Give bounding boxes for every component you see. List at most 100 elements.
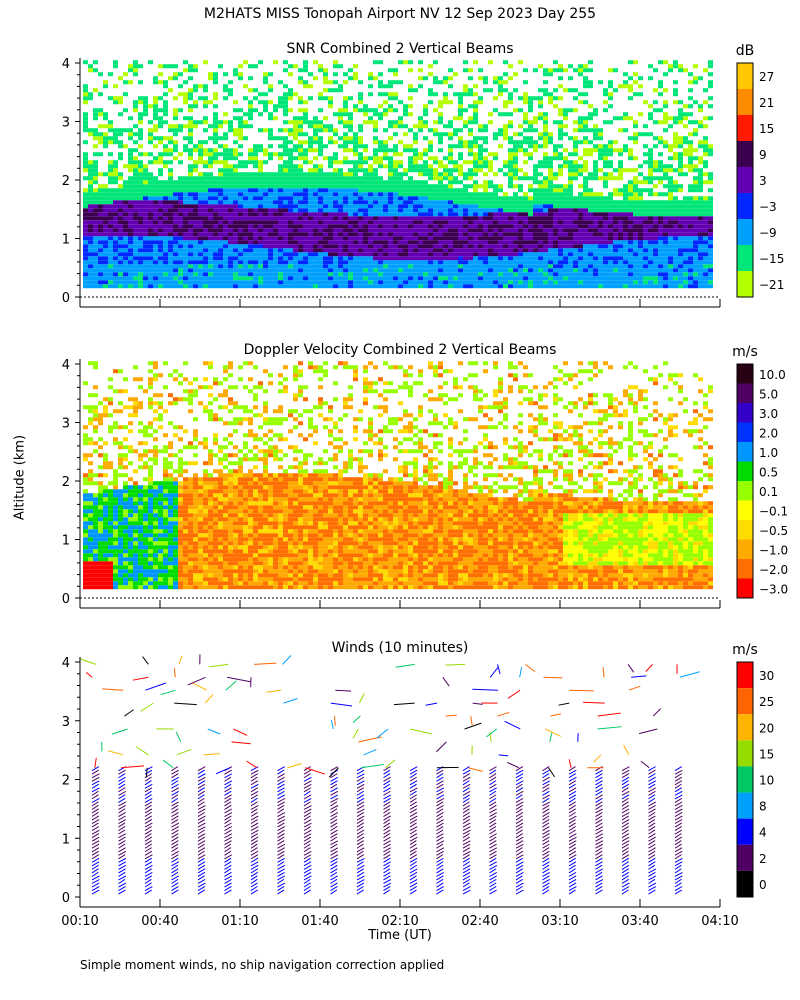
snr-cell (618, 208, 623, 213)
snr-cell (493, 204, 498, 209)
snr-cell (478, 244, 483, 249)
snr-cell (363, 276, 368, 281)
snr-cell (663, 200, 668, 205)
snr-cell (578, 204, 583, 209)
snr-cell (298, 280, 303, 285)
snr-cell (103, 252, 108, 257)
snr-cell (398, 256, 403, 261)
snr-cell (498, 168, 503, 173)
snr-cell (188, 240, 193, 245)
snr-cell (443, 260, 448, 265)
snr-cell (498, 276, 503, 281)
snr-cell (253, 228, 258, 233)
snr-cell (338, 116, 343, 121)
snr-cell (288, 232, 293, 237)
snr-cell (513, 176, 518, 181)
snr-cell (418, 240, 423, 245)
snr-cell (423, 112, 428, 117)
snr-cell (598, 248, 603, 253)
snr-cell (313, 164, 318, 169)
snr-cell (173, 204, 178, 209)
snr-cell (668, 260, 673, 265)
snr-cell (458, 216, 463, 221)
snr-cell (143, 96, 148, 101)
snr-cell (148, 120, 153, 125)
snr-cell (163, 180, 168, 185)
snr-cell (498, 248, 503, 253)
snr-cell (83, 248, 88, 253)
snr-cell (603, 232, 608, 237)
snr-cell (413, 232, 418, 237)
snr-cell (208, 124, 213, 129)
snr-cell (388, 212, 393, 217)
snr-cell (478, 148, 483, 153)
snr-cell (138, 152, 143, 157)
snr-cell (263, 176, 268, 181)
snr-cell (368, 184, 373, 189)
snr-cell (588, 272, 593, 277)
snr-cell (118, 244, 123, 249)
snr-cell (448, 264, 453, 269)
snr-cell (293, 220, 298, 225)
snr-cell (693, 264, 698, 269)
snr-cell (628, 204, 633, 209)
snr-cell (88, 168, 93, 173)
snr-cell (233, 156, 238, 161)
snr-cell (528, 268, 533, 273)
snr-cell (343, 200, 348, 205)
snr-cell (208, 264, 213, 269)
snr-cell (178, 284, 183, 289)
snr-cell (198, 232, 203, 237)
snr-cell (183, 80, 188, 85)
snr-cell (493, 184, 498, 189)
snr-cell (523, 284, 528, 289)
snr-cell (398, 280, 403, 285)
snr-cell (408, 128, 413, 133)
snr-cell (288, 164, 293, 169)
snr-cell (328, 216, 333, 221)
snr-cell (483, 188, 488, 193)
snr-cell (448, 120, 453, 125)
snr-cell (313, 156, 318, 161)
snr-cell (688, 188, 693, 193)
snr-cell (593, 144, 598, 149)
snr-cell (668, 144, 673, 149)
snr-cell (183, 248, 188, 253)
snr-cell (348, 224, 353, 229)
snr-cell (528, 236, 533, 241)
snr-cell (443, 192, 448, 197)
snr-cell (308, 140, 313, 145)
snr-cell (338, 256, 343, 261)
snr-cell (578, 128, 583, 133)
snr-cell (348, 208, 353, 213)
snr-cell (208, 224, 213, 229)
snr-cell (298, 244, 303, 249)
snr-cell (353, 208, 358, 213)
snr-cell (703, 236, 708, 241)
snr-cell (193, 248, 198, 253)
snr-cell (548, 236, 553, 241)
snr-cell (628, 76, 633, 81)
snr-cell (318, 276, 323, 281)
snr-cell (323, 176, 328, 181)
snr-cell (158, 268, 163, 273)
snr-cell (298, 276, 303, 281)
snr-cell (688, 228, 693, 233)
snr-cell (263, 80, 268, 85)
snr-cell (463, 244, 468, 249)
snr-cell (188, 228, 193, 233)
snr-cell (258, 100, 263, 105)
snr-cell (253, 152, 258, 157)
snr-cell (683, 112, 688, 117)
snr-cell (688, 224, 693, 229)
snr-cell (593, 236, 598, 241)
snr-cell (288, 284, 293, 289)
snr-cell (433, 232, 438, 237)
snr-cell (453, 264, 458, 269)
snr-cell (433, 220, 438, 225)
snr-cell (338, 136, 343, 141)
snr-cell (558, 264, 563, 269)
snr-cell (83, 100, 88, 105)
snr-cell (528, 244, 533, 249)
snr-cell (608, 96, 613, 101)
